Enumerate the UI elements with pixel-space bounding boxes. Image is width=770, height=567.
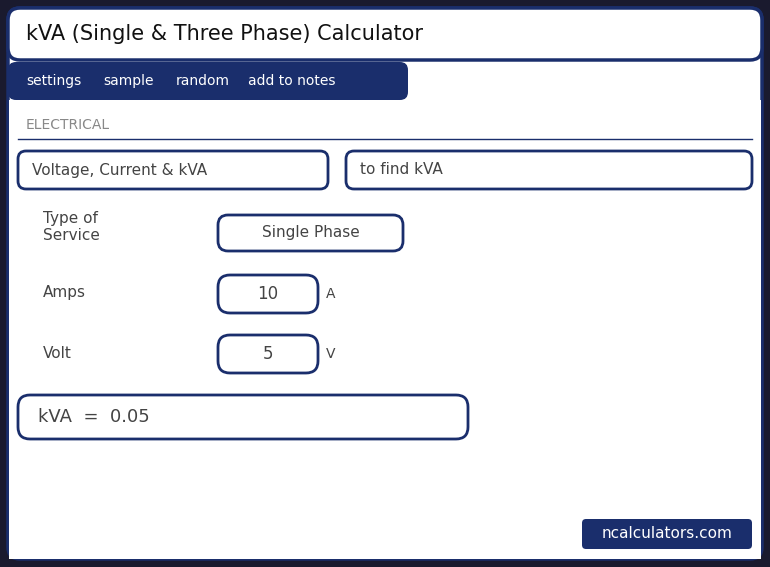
Text: Amps: Amps [43, 286, 86, 301]
Text: to find kVA: to find kVA [360, 163, 443, 177]
Text: Single Phase: Single Phase [262, 226, 360, 240]
Text: A: A [326, 287, 336, 301]
FancyBboxPatch shape [18, 395, 468, 439]
Text: 10: 10 [257, 285, 279, 303]
FancyBboxPatch shape [346, 151, 752, 189]
Text: ELECTRICAL: ELECTRICAL [26, 118, 110, 132]
Text: kVA (Single & Three Phase) Calculator: kVA (Single & Three Phase) Calculator [26, 24, 423, 44]
FancyBboxPatch shape [8, 8, 762, 559]
Text: random: random [176, 74, 230, 88]
Text: sample: sample [103, 74, 153, 88]
Text: settings: settings [26, 74, 82, 88]
Bar [9, 100, 761, 559]
Text: kVA  =  0.05: kVA = 0.05 [38, 408, 149, 426]
FancyBboxPatch shape [8, 8, 762, 60]
FancyBboxPatch shape [218, 215, 403, 251]
Text: Type of: Type of [43, 211, 98, 226]
FancyBboxPatch shape [18, 151, 328, 189]
Text: Volt: Volt [43, 345, 72, 361]
Text: ncalculators.com: ncalculators.com [601, 527, 732, 541]
Text: V: V [326, 347, 336, 361]
FancyBboxPatch shape [218, 275, 318, 313]
FancyBboxPatch shape [8, 62, 408, 100]
Text: 5: 5 [263, 345, 273, 363]
FancyBboxPatch shape [582, 519, 752, 549]
Text: add to notes: add to notes [248, 74, 336, 88]
Text: Service: Service [43, 227, 100, 243]
FancyBboxPatch shape [218, 335, 318, 373]
Text: Voltage, Current & kVA: Voltage, Current & kVA [32, 163, 207, 177]
